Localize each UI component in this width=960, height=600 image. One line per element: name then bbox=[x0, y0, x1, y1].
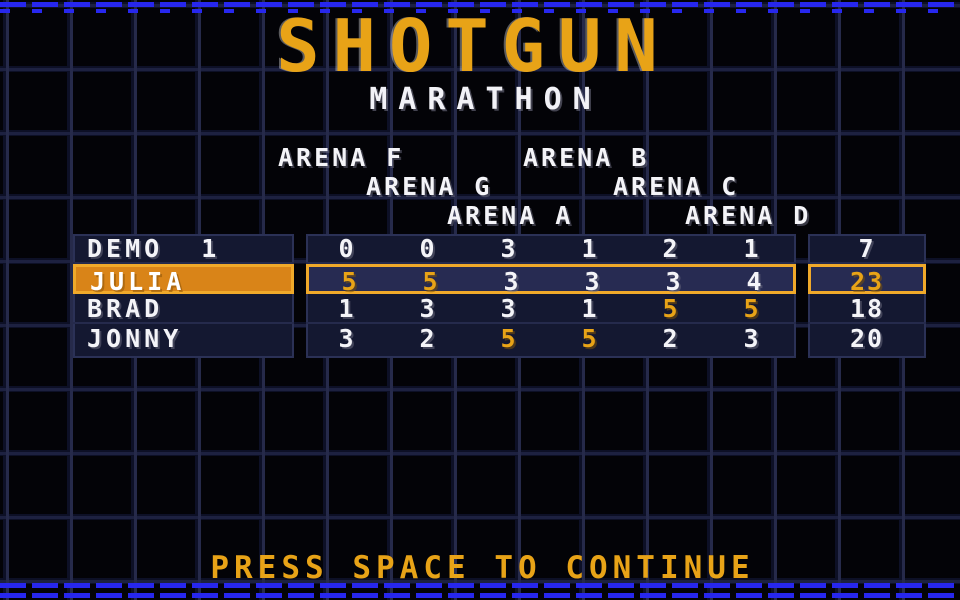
border-dash-bottom bbox=[0, 583, 960, 588]
border-dash-top bbox=[0, 2, 960, 7]
continue-prompt: PRESS SPACE TO CONTINUE bbox=[210, 550, 755, 586]
score-cell: 5 bbox=[581, 324, 597, 353]
border-dash-top-secondary bbox=[0, 9, 960, 13]
arena-label-a: ARENA A bbox=[447, 201, 574, 230]
game-title: SHOTGUN bbox=[276, 10, 683, 82]
player-name: BRAD bbox=[87, 294, 164, 323]
arena-label-b: ARENA B bbox=[523, 143, 650, 172]
score-row[interactable]: 0 0 3 1 2 1 bbox=[306, 234, 796, 264]
score-row[interactable]: 5 5 3 3 3 4 bbox=[306, 264, 796, 296]
player-names-panel: DEMO 1 JULIA BRAD JONNY bbox=[73, 234, 294, 358]
score-cell: 3 bbox=[665, 267, 681, 296]
score-cell: 0 bbox=[338, 234, 354, 263]
score-cell: 5 bbox=[662, 294, 678, 323]
arena-header-group: ARENA F ARENA B ARENA G ARENA C ARENA A ARENA… bbox=[0, 144, 960, 232]
score-cell: 3 bbox=[584, 267, 600, 296]
score-cell: 5 bbox=[743, 294, 759, 323]
arena-label-g: ARENA G bbox=[366, 172, 493, 201]
score-cell: 0 bbox=[419, 234, 435, 263]
score-cell: 3 bbox=[338, 324, 354, 353]
score-cell: 1 bbox=[581, 294, 597, 323]
arena-label-c: ARENA C bbox=[613, 172, 740, 201]
player-row[interactable]: JULIA bbox=[73, 264, 294, 296]
player-row[interactable]: DEMO 1 bbox=[73, 234, 294, 264]
score-cell: 1 bbox=[338, 294, 354, 323]
score-cell: 5 bbox=[341, 267, 357, 296]
player-name: JULIA bbox=[90, 267, 186, 296]
score-cell: 5 bbox=[500, 324, 516, 353]
score-cell: 3 bbox=[419, 294, 435, 323]
score-cell: 2 bbox=[662, 234, 678, 263]
total-score: 20 bbox=[849, 324, 885, 353]
game-subtitle: MARATHON bbox=[369, 82, 602, 117]
score-row[interactable]: 3 2 5 5 2 3 bbox=[306, 324, 796, 354]
score-cell: 3 bbox=[743, 324, 759, 353]
border-dash-bottom-secondary bbox=[0, 593, 960, 598]
score-cell: 1 bbox=[581, 234, 597, 263]
score-cell: 3 bbox=[500, 234, 516, 263]
arena-label-f: ARENA F bbox=[278, 143, 405, 172]
arena-label-d: ARENA D bbox=[685, 201, 812, 230]
player-row[interactable]: BRAD bbox=[73, 294, 294, 324]
player-name: JONNY bbox=[87, 324, 183, 353]
total-row[interactable]: 23 bbox=[808, 264, 926, 296]
score-cell: 4 bbox=[746, 267, 762, 296]
totals-panel: 7 23 18 20 bbox=[808, 234, 926, 358]
total-score: 23 bbox=[849, 267, 885, 296]
score-cell: 3 bbox=[503, 267, 519, 296]
score-cell: 3 bbox=[500, 294, 516, 323]
title-block: SHOTGUN bbox=[0, 10, 960, 82]
total-row[interactable]: 7 bbox=[808, 234, 926, 264]
score-cell: 2 bbox=[662, 324, 678, 353]
total-score: 18 bbox=[849, 294, 885, 323]
total-row[interactable]: 18 bbox=[808, 294, 926, 324]
player-row[interactable]: JONNY bbox=[73, 324, 294, 354]
score-row[interactable]: 1 3 3 1 5 5 bbox=[306, 294, 796, 324]
player-name: DEMO 1 bbox=[87, 234, 221, 263]
score-cell: 1 bbox=[743, 234, 759, 263]
score-cell: 5 bbox=[422, 267, 438, 296]
total-score: 7 bbox=[858, 234, 876, 263]
total-row[interactable]: 20 bbox=[808, 324, 926, 354]
score-cell: 2 bbox=[419, 324, 435, 353]
